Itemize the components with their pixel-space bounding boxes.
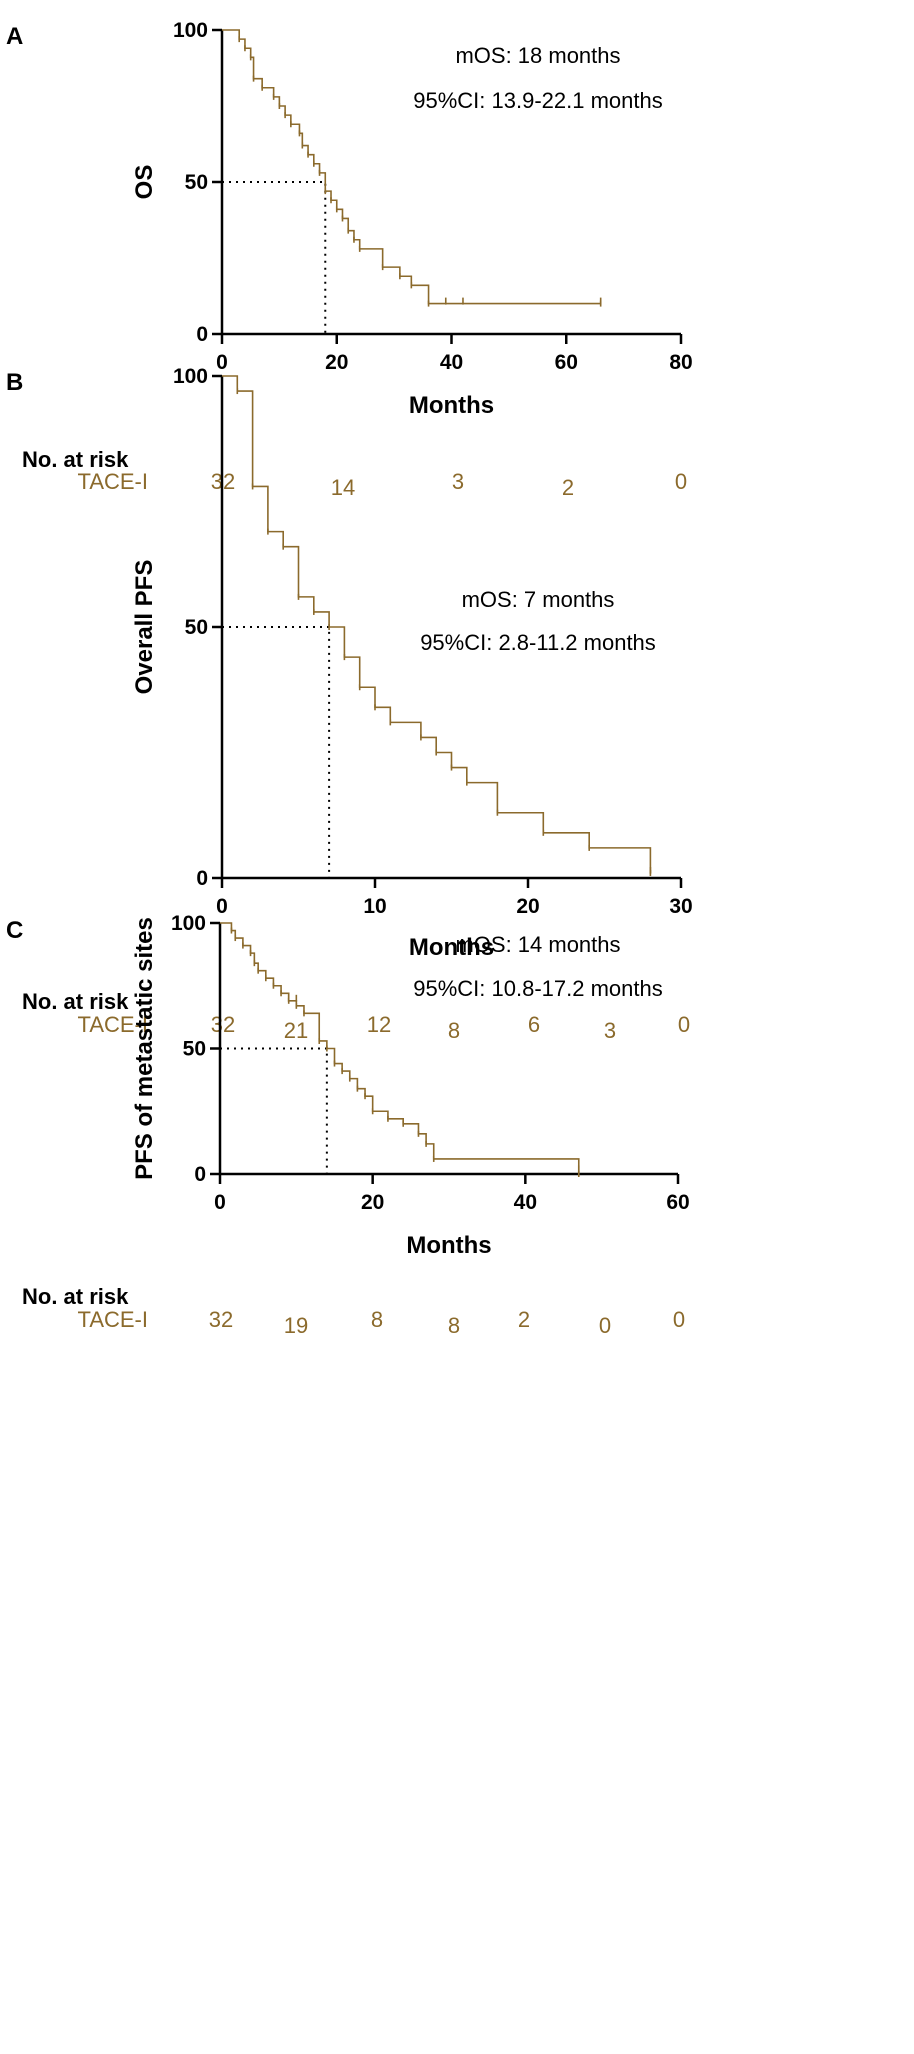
- panel-a-y-tick-label: 0: [196, 323, 208, 346]
- panel-c-y-tick-label: 100: [171, 912, 206, 935]
- panel-a-risk-count: 14: [331, 475, 355, 500]
- panel-b-risk-count: 32: [211, 1012, 235, 1037]
- panel-c-risk-count: 32: [209, 1307, 233, 1332]
- panel-b-median-annotation: mOS: 7 months: [462, 587, 615, 612]
- panel-b-median-guide: [222, 626, 331, 878]
- panel-c-median-annotation: mOS: 14 months: [455, 932, 620, 957]
- panel-c-x-tick-label: 20: [361, 1191, 384, 1214]
- panel-b-y-tick-label: 50: [185, 616, 208, 639]
- panel-b-letter: B: [6, 369, 23, 396]
- panel-c-ci-annotation: 95%CI: 10.8-17.2 months: [413, 976, 662, 1001]
- panel-c-risk-count: 0: [673, 1307, 685, 1332]
- panel-a-risk-header: No. at risk: [22, 447, 129, 472]
- panel-c-risk-count: 19: [284, 1313, 308, 1338]
- panel-a-ci-annotation: 95%CI: 13.9-22.1 months: [413, 88, 662, 113]
- panel-a-x-tick-label: 80: [669, 351, 692, 374]
- panel-c-y-tick-label: 0: [194, 1163, 206, 1186]
- panel-c-x-axis-label: Months: [406, 1232, 491, 1259]
- panel-a-risk-count: 0: [675, 469, 687, 494]
- panel-a-letter: A: [6, 23, 23, 50]
- panel-c-y-axis-label: PFS of metastatic sites: [131, 917, 158, 1180]
- panel-b-risk-count: 3: [604, 1018, 616, 1043]
- panel-c-risk-header: No. at risk: [22, 1284, 129, 1309]
- panel-a-x-tick-label: 0: [216, 351, 228, 374]
- panel-a-risk-group-label: TACE-I: [78, 469, 148, 494]
- panel-c-risk-count: 8: [371, 1307, 383, 1332]
- panel-b-x-tick-label: 30: [669, 895, 692, 918]
- panel-b-x-tick-label: 0: [216, 895, 228, 918]
- panel-c-km-curve: [220, 922, 580, 1174]
- panel-c-median-guide: [220, 1047, 328, 1174]
- panel-c-risk-count: 8: [448, 1313, 460, 1338]
- panel-b-ci-annotation: 95%CI: 2.8-11.2 months: [420, 630, 656, 655]
- panel-c-x-tick-label: 0: [214, 1191, 226, 1214]
- panel-b-x-tick-label: 10: [363, 895, 386, 918]
- panel-c-x-tick-label: 60: [666, 1191, 689, 1214]
- panel-b-risk-count: 0: [678, 1012, 690, 1037]
- panel-a-x-tick-label: 40: [440, 351, 463, 374]
- panel-a-y-tick-label: 50: [185, 171, 208, 194]
- panel-a-risk-count: 2: [562, 475, 574, 500]
- panel-b-risk-group-label: TACE-I: [78, 1012, 148, 1037]
- panel-a-risk-count: 3: [452, 469, 464, 494]
- panel-c-risk-group-label: TACE-I: [78, 1307, 148, 1332]
- panel-b-risk-count: 6: [528, 1012, 540, 1037]
- panel-b-risk-count: 12: [367, 1012, 391, 1037]
- panel-a-x-tick-label: 20: [325, 351, 348, 374]
- panel-b-risk-count: 8: [448, 1018, 460, 1043]
- panel-a-x-axis-label: Months: [409, 392, 494, 419]
- panel-a-x-tick-label: 60: [555, 351, 578, 374]
- panel-b-risk-count: 21: [284, 1018, 308, 1043]
- panel-a-median-guide: [222, 181, 327, 334]
- panel-a-km-curve: [222, 29, 601, 305]
- panel-c-letter: C: [6, 917, 23, 944]
- panel-a-y-tick-label: 100: [173, 19, 208, 42]
- panel-c-risk-count: 0: [599, 1313, 611, 1338]
- panel-b-y-axis-label: Overall PFS: [131, 560, 158, 695]
- panel-b-y-tick-label: 100: [173, 365, 208, 388]
- panel-b-km-curve: [222, 375, 652, 873]
- panel-b-y-tick-label: 0: [196, 867, 208, 890]
- panel-b-x-axis-label: Months: [409, 934, 494, 961]
- panel-a-median-annotation: mOS: 18 months: [455, 43, 620, 68]
- panel-c-risk-count: 2: [518, 1307, 530, 1332]
- panel-c-x-tick-label: 40: [514, 1191, 537, 1214]
- panel-b-x-tick-label: 20: [516, 895, 539, 918]
- panel-b-risk-header: No. at risk: [22, 989, 129, 1014]
- panel-c-y-tick-label: 50: [183, 1038, 206, 1061]
- panel-a-y-axis-label: OS: [131, 165, 158, 200]
